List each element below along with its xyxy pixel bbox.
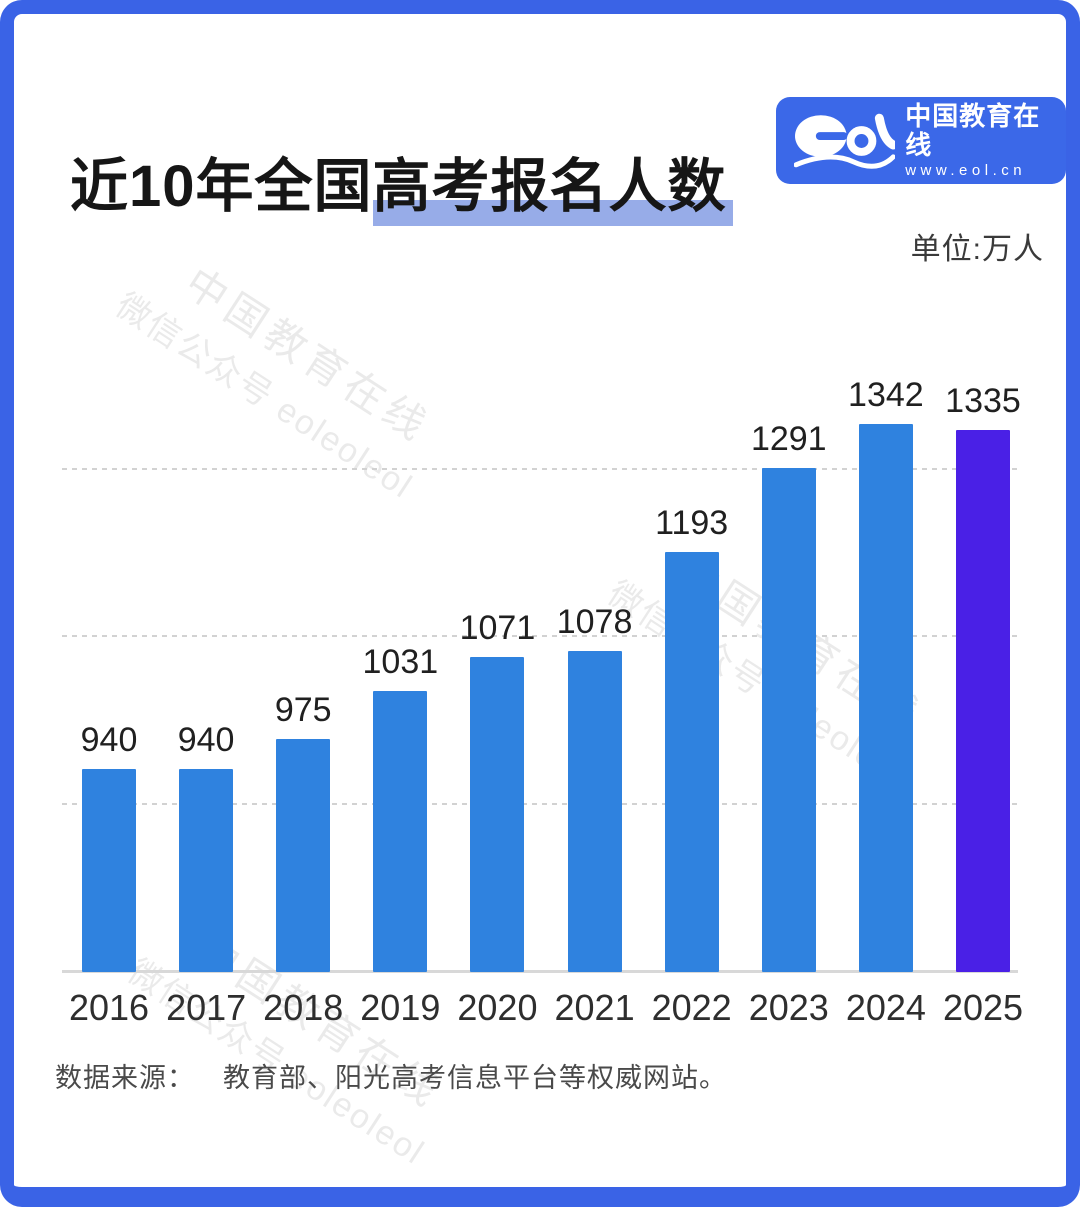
bar-2019 <box>373 691 428 972</box>
x-axis-line <box>62 970 1018 973</box>
bar-column-2018: 975 2018 <box>263 691 343 1028</box>
bar-value-2018: 975 <box>274 691 332 729</box>
data-source: 数据来源： 教育部、阳光高考信息平台等权威网站。 <box>55 1056 727 1095</box>
bar-value-2025: 1335 <box>945 382 1021 420</box>
bar-column-2022: 1193 2022 <box>652 504 732 1028</box>
axis-label-2019: 2019 <box>360 987 441 1028</box>
bar-value-2017: 940 <box>177 721 235 759</box>
data-source-text: 教育部、阳光高考信息平台等权威网站。 <box>223 1063 727 1093</box>
unit-label: 单位:万人 <box>910 233 1044 266</box>
axis-label-2018: 2018 <box>263 987 344 1028</box>
bar-value-2024: 1342 <box>848 376 924 414</box>
bar-column-2025: 1335 2025 <box>943 382 1023 1028</box>
axis-label-2020: 2020 <box>457 987 538 1028</box>
bar-column-2023: 1291 2023 <box>749 420 829 1028</box>
page-title-highlighted: 高考报名人数 <box>372 153 733 226</box>
eol-brand-name: 中国教育在线 <box>905 101 1041 160</box>
axis-label-2021: 2021 <box>554 987 635 1028</box>
bar-2018 <box>276 739 331 972</box>
bar-column-2024: 1342 2024 <box>846 376 926 1028</box>
axis-label-2016: 2016 <box>68 987 150 1028</box>
bar-2022 <box>664 552 719 972</box>
bar-column-2016: 940 2016 <box>69 721 149 1028</box>
axis-label-2023: 2023 <box>748 987 829 1028</box>
eol-logo-icon <box>794 113 896 169</box>
bar-column-2019: 1031 2019 <box>360 643 440 1028</box>
axis-label-2022: 2022 <box>651 987 732 1028</box>
bar-chart: 940 2016 940 2017 975 2018 1031 2019 1071 2020 107… <box>62 376 1023 1028</box>
bar-2021 <box>567 651 622 972</box>
bar-2017 <box>179 769 234 972</box>
bar-2025 <box>955 430 1010 972</box>
gridline-upper <box>62 468 1018 470</box>
bar-column-2020: 1071 2020 <box>457 609 537 1028</box>
bar-2024 <box>858 424 913 972</box>
bar-value-2020: 1071 <box>459 609 536 647</box>
data-source-label: 数据来源： <box>55 1063 195 1093</box>
bar-value-2021: 1078 <box>556 603 633 641</box>
eol-logo-text: 中国教育在线 www.eol.cn <box>905 101 1066 179</box>
page-title: 近10年全国高考报名人数 <box>70 139 733 226</box>
axis-label-2025: 2025 <box>942 987 1024 1028</box>
bar-value-2022: 1193 <box>655 504 729 542</box>
bar-column-2021: 1078 2021 <box>555 603 635 1028</box>
bar-value-2023: 1291 <box>750 420 827 458</box>
bar-value-2016: 940 <box>80 721 138 759</box>
page-title-plain: 近10年全国 <box>70 153 373 219</box>
bar-2020 <box>470 657 525 972</box>
bar-2023 <box>761 468 816 972</box>
eol-logo-badge: 中国教育在线 www.eol.cn <box>776 97 1066 184</box>
eol-brand-url: www.eol.cn <box>905 161 1027 179</box>
gridline-lower <box>62 803 1018 805</box>
bar-value-2019: 1031 <box>362 643 439 681</box>
axis-label-2017: 2017 <box>166 987 247 1028</box>
axis-label-2024: 2024 <box>845 987 926 1028</box>
bar-2016 <box>82 769 136 972</box>
bars: 940 2016 940 2017 975 2018 1031 2019 1071 2020 107… <box>69 376 1023 1028</box>
bar-column-2017: 940 2017 <box>166 721 246 1028</box>
gridline-middle <box>62 635 1018 637</box>
